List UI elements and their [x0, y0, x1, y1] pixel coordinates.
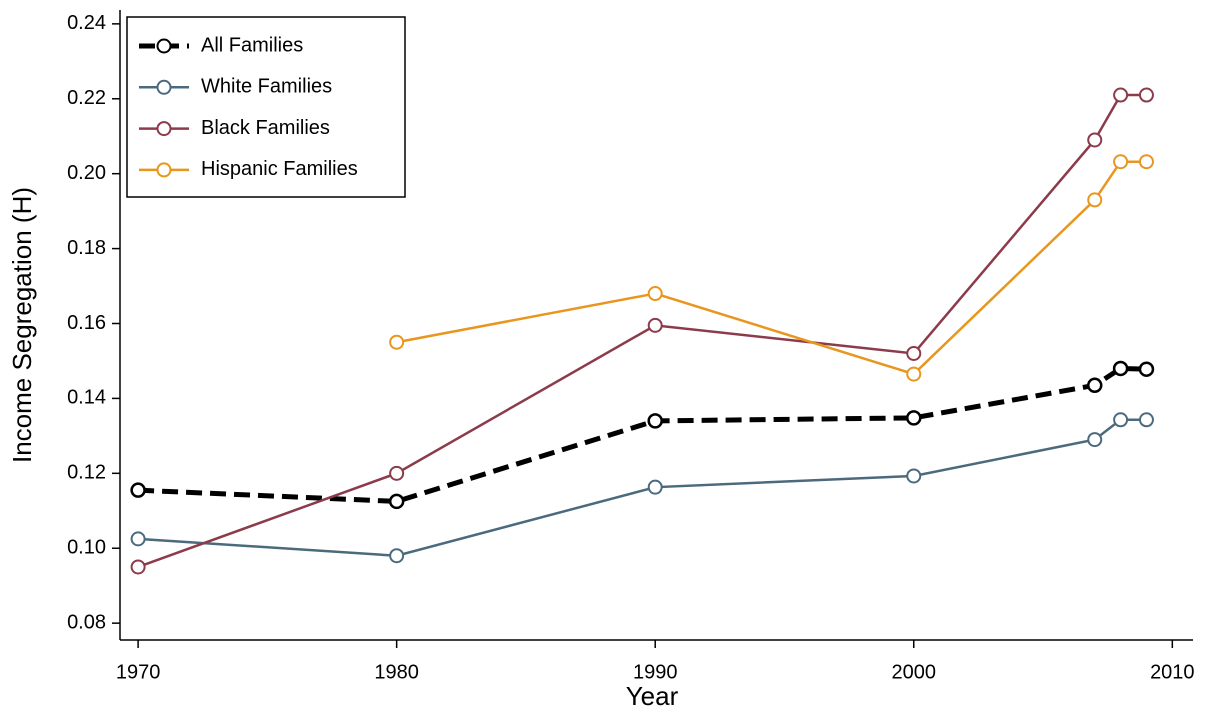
point — [1087, 432, 1103, 448]
point — [1138, 154, 1154, 170]
legend-marker — [156, 79, 172, 95]
legend-label: Black Families — [201, 117, 330, 139]
point — [647, 413, 663, 429]
point — [1086, 377, 1103, 394]
y-tick-label: 0.24 — [67, 12, 106, 34]
y-tick-label: 0.12 — [67, 462, 106, 484]
point — [906, 366, 922, 382]
point — [388, 493, 405, 510]
point — [906, 410, 922, 426]
point — [130, 559, 146, 575]
x-tick-label: 1990 — [633, 661, 678, 683]
point — [1113, 87, 1129, 103]
series-line — [138, 418, 1147, 557]
legend-marker — [156, 162, 172, 178]
y-tick-label: 0.18 — [67, 237, 106, 259]
y-tick-label: 0.22 — [67, 87, 106, 109]
y-tick-label: 0.10 — [67, 537, 106, 559]
x-tick-label: 2010 — [1150, 661, 1195, 683]
y-tick-label: 0.16 — [67, 312, 106, 334]
point — [906, 345, 922, 361]
series-line — [137, 365, 1147, 504]
point — [647, 317, 663, 333]
y-axis-label: Income Segregation (H) — [7, 187, 37, 463]
point — [130, 531, 146, 547]
point — [1138, 87, 1154, 103]
point — [647, 479, 663, 495]
y-tick-label: 0.14 — [67, 387, 106, 409]
point — [389, 334, 405, 350]
point — [906, 468, 922, 484]
legend-label: White Families — [201, 76, 332, 98]
legend-label: Hispanic Families — [201, 158, 358, 180]
point — [1113, 154, 1129, 170]
legend-marker — [156, 121, 172, 137]
x-axis-label: Year — [626, 681, 679, 711]
y-tick-label: 0.08 — [67, 611, 106, 633]
point — [1138, 361, 1155, 377]
point — [1138, 412, 1154, 428]
point — [130, 482, 146, 498]
legend-label: All Families — [201, 34, 303, 56]
point — [1113, 412, 1129, 428]
y-tick-label: 0.20 — [67, 162, 106, 184]
point — [1087, 192, 1103, 208]
point — [1087, 132, 1103, 148]
series-line — [396, 160, 1147, 376]
x-tick-label: 1980 — [374, 661, 419, 683]
x-tick-label: 2000 — [892, 661, 937, 683]
point — [389, 548, 405, 564]
x-tick-label: 1970 — [116, 661, 161, 683]
point — [647, 286, 663, 302]
point — [389, 465, 405, 481]
point — [1112, 360, 1129, 377]
legend-marker — [156, 38, 172, 54]
